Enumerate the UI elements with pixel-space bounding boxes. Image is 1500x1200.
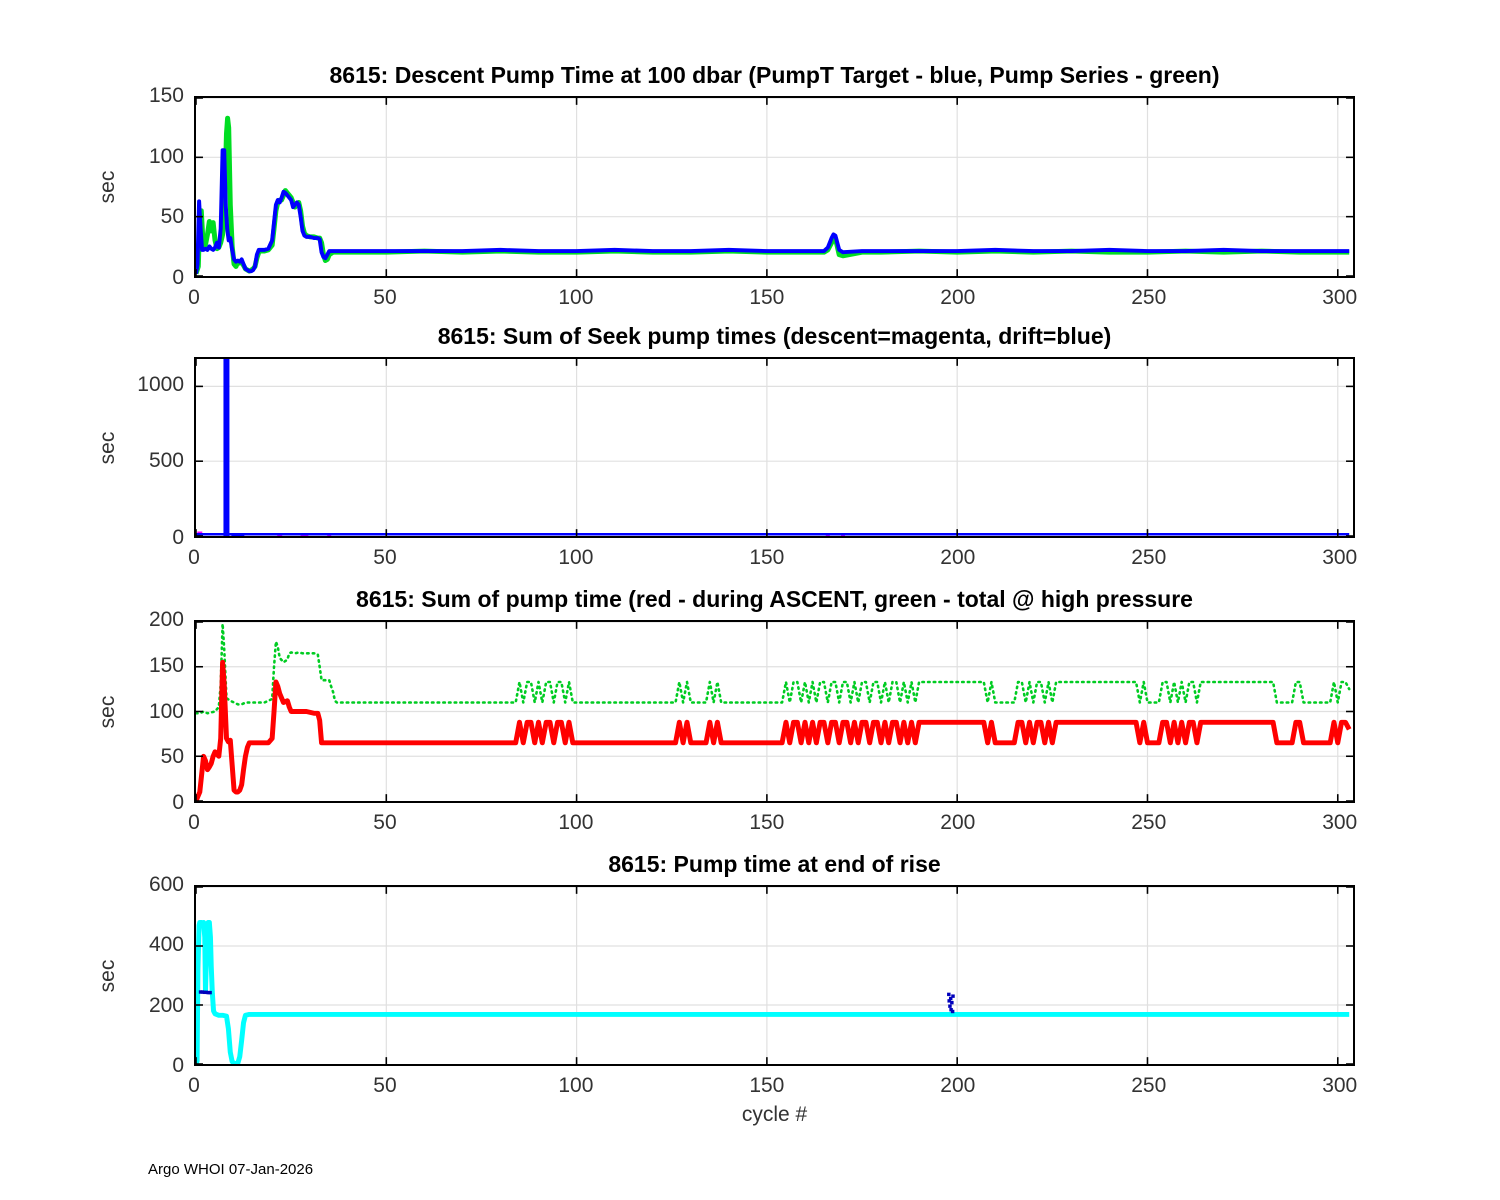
x-tick-label: 300 xyxy=(1322,811,1358,834)
x-tick-label: 0 xyxy=(188,1074,200,1097)
y-tick-label: 200 xyxy=(148,608,184,631)
subplot-descent-pump-time: 8615: Descent Pump Time at 100 dbar (Pum… xyxy=(96,62,1357,309)
x-tick-label: 200 xyxy=(940,546,976,569)
subplot-title: 8615: Sum of pump time (red - during ASC… xyxy=(356,586,1193,612)
figure-footer: Argo WHOI 07-Jan-2026 xyxy=(148,1161,314,1178)
x-tick-label: 250 xyxy=(1131,811,1167,834)
x-tick-label: 150 xyxy=(749,1074,785,1097)
plot-area xyxy=(194,357,1355,538)
subplot-sum-seek-pump-times: 8615: Sum of Seek pump times (descent=ma… xyxy=(96,323,1357,569)
y-tick-label: 150 xyxy=(148,653,184,677)
y-tick-label: 0 xyxy=(172,266,184,289)
x-tick-label: 300 xyxy=(1322,1074,1358,1097)
x-tick-label: 50 xyxy=(373,286,397,309)
y-axis-label: sec xyxy=(96,170,119,204)
y-tick-label: 100 xyxy=(148,144,184,168)
x-tick-label: 200 xyxy=(940,286,976,309)
x-tick-label: 150 xyxy=(749,286,785,309)
x-tick-label: 250 xyxy=(1131,546,1167,569)
subplot-sum-pump-time: 8615: Sum of pump time (red - during ASC… xyxy=(96,586,1357,834)
x-tick-label: 200 xyxy=(940,1074,976,1097)
y-tick-label: 500 xyxy=(148,449,184,473)
y-tick-label: 0 xyxy=(172,1054,184,1077)
x-tick-label: 100 xyxy=(558,286,594,309)
plot-area xyxy=(194,885,1355,1066)
x-tick-label: 100 xyxy=(558,811,594,834)
x-tick-label: 0 xyxy=(188,286,200,309)
plot-canvas xyxy=(196,98,1353,276)
y-tick-label: 50 xyxy=(160,205,184,229)
subplot-pump-time-end-of-rise: 8615: Pump time at end of rise sec 0 50 10… xyxy=(96,851,1357,1097)
y-axis-label: sec xyxy=(96,959,119,992)
plot-canvas xyxy=(196,887,1353,1064)
plot-area xyxy=(194,620,1355,803)
y-tick-label: 600 xyxy=(148,873,184,896)
x-tick-label: 50 xyxy=(373,1074,397,1097)
y-tick-label: 400 xyxy=(148,933,184,957)
x-tick-label: 100 xyxy=(558,546,594,569)
plot-canvas xyxy=(196,622,1353,801)
x-tick-label: 250 xyxy=(1131,286,1167,309)
y-tick-label: 1000 xyxy=(137,372,184,396)
x-tick-label: 300 xyxy=(1322,546,1358,569)
x-tick-label: 150 xyxy=(749,546,785,569)
y-tick-label: 100 xyxy=(148,699,184,723)
x-tick-label: 0 xyxy=(188,811,200,834)
x-tick-label: 50 xyxy=(373,546,397,569)
x-tick-label: 50 xyxy=(373,811,397,834)
y-tick-label: 200 xyxy=(148,993,184,1017)
plot-canvas xyxy=(196,359,1353,536)
y-tick-label: 0 xyxy=(172,791,184,814)
y-tick-label: 150 xyxy=(148,84,184,107)
subplot-title: 8615: Pump time at end of rise xyxy=(608,851,941,877)
x-tick-label: 250 xyxy=(1131,1074,1167,1097)
y-tick-label: 50 xyxy=(160,745,184,769)
plot-area xyxy=(194,96,1355,278)
x-tick-label: 300 xyxy=(1322,286,1358,309)
x-tick-label: 200 xyxy=(940,811,976,834)
subplot-title: 8615: Descent Pump Time at 100 dbar (Pum… xyxy=(329,62,1220,88)
x-axis-label: cycle # xyxy=(741,1103,808,1126)
y-tick-label: 0 xyxy=(172,526,184,549)
subplot-title: 8615: Sum of Seek pump times (descent=ma… xyxy=(437,323,1112,349)
x-tick-label: 100 xyxy=(558,1074,594,1097)
x-tick-label: 150 xyxy=(749,811,785,834)
x-tick-label: 0 xyxy=(188,546,200,569)
